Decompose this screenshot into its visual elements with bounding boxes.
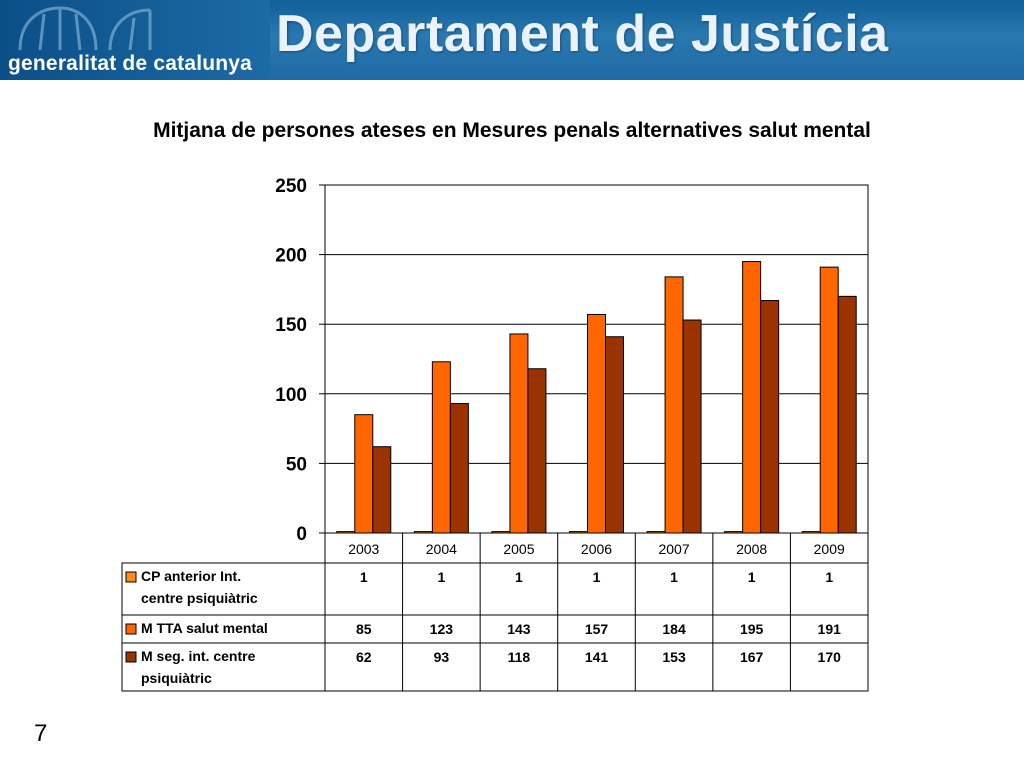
organization-name: generalitat de catalunya	[8, 52, 253, 75]
x-tick-label: 2003	[348, 541, 379, 557]
bar	[819, 266, 839, 534]
bar	[837, 295, 857, 534]
data-value: 195	[740, 621, 764, 637]
bar	[587, 313, 606, 534]
x-tick-label: 2007	[658, 541, 689, 557]
y-tick-label: 200	[275, 246, 307, 267]
data-value: 123	[430, 621, 454, 637]
bar	[372, 446, 392, 534]
header-banner: generalitat de catalunya Departament de …	[0, 0, 1024, 80]
bar	[760, 300, 780, 534]
data-value: 85	[356, 621, 372, 637]
slide-number: 7	[34, 720, 48, 747]
chart-title: Mitjana de persones ateses en Mesures pe…	[153, 119, 871, 142]
bar	[605, 336, 624, 534]
data-value: 1	[825, 569, 833, 585]
bar	[664, 276, 684, 534]
bar	[413, 531, 433, 534]
bar	[509, 333, 529, 534]
bar	[491, 531, 511, 534]
data-value: 143	[507, 621, 531, 637]
legend-label: psiquiàtric	[141, 670, 212, 686]
data-value: 170	[818, 649, 842, 665]
x-tick-label: 2004	[426, 541, 457, 557]
legend-swatch	[125, 571, 137, 583]
bar	[431, 361, 451, 534]
data-value: 1	[593, 569, 601, 585]
legend-label: centre psiquiàtric	[141, 590, 258, 606]
data-value: 1	[437, 569, 445, 585]
department-title: Departament de Justícia	[276, 5, 889, 63]
data-table	[121, 562, 869, 692]
data-value: 157	[585, 621, 609, 637]
legend-swatch	[125, 623, 137, 635]
data-value: 141	[585, 649, 609, 665]
legend-label: M TTA salut mental	[141, 620, 268, 636]
bar	[682, 319, 702, 534]
y-tick-label: 50	[286, 454, 307, 475]
y-tick-label: 150	[275, 315, 307, 336]
bar	[336, 531, 356, 534]
data-value: 184	[662, 621, 686, 637]
data-value: 1	[515, 569, 523, 585]
bar	[527, 368, 547, 534]
y-tick-label: 250	[275, 176, 307, 197]
legend-label: CP anterior Int.	[141, 568, 241, 584]
generalitat-emblem-icon	[18, 6, 152, 50]
x-tick-label: 2006	[581, 541, 612, 557]
data-value: 93	[434, 649, 450, 665]
bar	[724, 531, 744, 534]
data-value: 118	[508, 649, 531, 665]
y-tick-label: 0	[296, 524, 307, 545]
data-value: 167	[740, 649, 764, 665]
data-value: 62	[356, 649, 372, 665]
bar	[742, 261, 762, 534]
data-value: 191	[818, 621, 842, 637]
bar	[354, 414, 374, 534]
data-value: 1	[748, 569, 756, 585]
bar	[646, 531, 666, 534]
y-tick-label: 100	[275, 385, 307, 406]
legend-label: M seg. int. centre	[141, 648, 256, 664]
bar	[801, 531, 821, 534]
bar	[569, 531, 588, 534]
x-tick-label: 2005	[503, 541, 534, 557]
x-tick-label: 2009	[814, 541, 845, 557]
legend-swatch	[125, 651, 137, 663]
x-tick-label: 2008	[736, 541, 767, 557]
data-value: 153	[662, 649, 686, 665]
data-value: 1	[670, 569, 678, 585]
bar	[449, 403, 469, 534]
data-value: 1	[360, 569, 368, 585]
